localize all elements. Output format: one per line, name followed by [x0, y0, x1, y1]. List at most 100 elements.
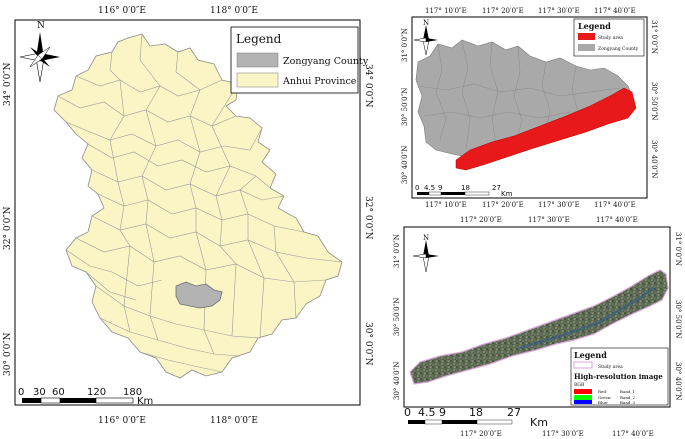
scale-label-a-3: 120	[87, 387, 106, 398]
legend-title-c: Legend	[574, 350, 607, 360]
legend-rgb-c: RGB	[574, 382, 585, 388]
a-left-tick-0: 34° 0′0″N	[3, 62, 13, 106]
c-right-tick-1: 30° 50′0″N	[674, 300, 682, 338]
scale-label-c-2: 9	[439, 406, 446, 419]
b-top-tick-3: 117° 40′0″E	[594, 7, 636, 15]
anhui-province-shape	[53, 33, 343, 379]
b-right-tick-0: 31° 0′0″N	[650, 20, 658, 54]
a-bottom-tick-1: 118° 0′0″E	[210, 416, 258, 426]
county-boundaries	[57, 33, 343, 373]
legend-swatch-red	[574, 389, 592, 394]
north-label-a: N	[37, 21, 45, 31]
c-left-tick-1: 30° 50′0″N	[393, 298, 401, 336]
panel-zongyang-map: N Legend Study area Zongyang County 0 4.…	[401, 7, 658, 209]
scale-bar-c: 0 4.5 9 18 27 Km	[404, 406, 548, 429]
legend-title-a: Legend	[236, 32, 282, 46]
legend-green-band: Band_2	[620, 395, 635, 400]
legend-blue-band: Band_3	[620, 400, 635, 405]
c-top-tick-0: 117° 20′0″E	[460, 216, 502, 224]
north-arrow-a: N	[19, 21, 60, 83]
scale-unit-c: Km	[530, 416, 548, 429]
scale-bar-b: 0 4.5 9 18 27 Km	[415, 184, 513, 198]
c-bottom-tick-0: 117° 20′0″E	[460, 430, 502, 438]
scale-label-b-4: 27	[492, 184, 501, 192]
zongyang-county-shape	[175, 281, 223, 309]
a-right-tick-1: 32° 0′0″N	[363, 196, 373, 240]
legend-label-study-area-c: Study area	[598, 364, 623, 370]
c-right-tick-2: 30° 40′0″N	[674, 362, 682, 400]
legend-swatch-zongyang	[236, 52, 279, 68]
legend-swatch-anhui	[236, 72, 279, 88]
a-top-tick-1: 118° 0′0″E	[210, 6, 258, 16]
legend-red-band: Band_1	[620, 389, 635, 394]
north-arrow-c: N	[412, 234, 439, 273]
b-top-tick-0: 117° 10′0″E	[425, 7, 467, 15]
legend-blue-channel: Blue:	[598, 400, 609, 405]
c-right-tick-0: 31° 0′0″N	[674, 232, 682, 266]
b-right-tick-1: 30° 50′0″N	[650, 82, 658, 120]
legend-swatch-study-area-c	[573, 361, 593, 369]
scale-label-c-0: 0	[404, 406, 411, 419]
b-left-tick-0: 31° 0′0″N	[401, 28, 409, 62]
legend-red-channel: Red:	[598, 389, 607, 394]
scale-label-a-0: 0	[18, 387, 24, 398]
b-bottom-tick-0: 117° 10′0″E	[425, 201, 467, 209]
a-right-tick-0: 34° 0′0″N	[363, 64, 373, 108]
a-left-tick-2: 30° 0′0″N	[3, 332, 13, 376]
scale-label-b-3: 18	[461, 184, 470, 192]
scale-label-b-0: 0	[415, 184, 419, 192]
scale-label-b-2: 9	[438, 184, 442, 192]
north-label-b: N	[423, 19, 429, 27]
scale-unit-a: Km	[137, 396, 153, 407]
b-top-tick-2: 117° 30′0″E	[538, 7, 580, 15]
b-right-tick-2: 30° 40′0″N	[650, 140, 658, 178]
b-bottom-tick-3: 117° 40′0″E	[594, 201, 636, 209]
c-bottom-tick-2: 117° 40′0″E	[612, 430, 654, 438]
scale-bar-a: 0 30 60 120 180 Km	[18, 387, 153, 407]
a-bottom-tick-0: 116° 0′0″E	[98, 416, 146, 426]
legend-a: Legend Zongyang County Anhui Province	[230, 26, 369, 94]
legend-label-study-area: Study area	[598, 35, 623, 41]
legend-title-b: Legend	[578, 21, 611, 31]
scale-label-c-3: 18	[469, 406, 483, 419]
legend-swatch-county-b	[578, 44, 595, 51]
scale-label-c-4: 27	[507, 406, 521, 419]
legend-subtitle-c: High-resolution image	[574, 372, 663, 381]
c-bottom-tick-1: 117° 30′0″E	[542, 430, 584, 438]
township-boundaries	[417, 39, 621, 151]
north-arrow-b: N	[413, 19, 438, 56]
legend-label-anhui: Anhui Province	[282, 76, 357, 87]
scale-label-a-1: 30	[33, 387, 46, 398]
b-left-tick-1: 30° 50′0″N	[401, 88, 409, 126]
a-left-tick-1: 32° 0′0″N	[3, 206, 13, 250]
scale-unit-b: Km	[501, 190, 513, 198]
legend-swatch-study-area	[578, 33, 595, 40]
legend-label-zongyang: Zongyang County	[283, 56, 369, 67]
study-area-region	[455, 87, 637, 171]
river-channel	[519, 286, 655, 350]
b-left-tick-2: 30° 40′0″N	[401, 146, 409, 184]
study-area-image	[409, 269, 669, 385]
c-top-tick-2: 117° 40′0″E	[596, 216, 638, 224]
legend-label-county-b: Zongyang County	[598, 46, 639, 52]
c-top-tick-1: 117° 30′0″E	[528, 216, 570, 224]
a-right-tick-2: 30° 0′0″N	[363, 322, 373, 366]
b-bottom-tick-2: 117° 30′0″E	[538, 201, 580, 209]
panel-anhui-map: N Legend Zongyang County Anhui Province …	[3, 6, 373, 426]
b-bottom-tick-1: 117° 20′0″E	[482, 201, 524, 209]
a-top-tick-0: 116° 0′0″E	[98, 6, 146, 16]
scale-label-a-4: 180	[123, 387, 142, 398]
scale-label-b-1: 4.5	[424, 184, 435, 192]
legend-b: Legend Study area Zongyang County	[573, 18, 645, 57]
scale-label-c-1: 4.5	[418, 406, 436, 419]
legend-green-channel: Green:	[598, 395, 612, 400]
panel-high-resolution-image: N Legend Study area High-resolution imag…	[393, 216, 682, 438]
legend-c: Legend Study area High-resolution image …	[570, 347, 669, 406]
c-left-tick-2: 30° 40′0″N	[393, 362, 401, 400]
legend-swatch-blue	[574, 400, 592, 404]
c-left-tick-0: 31° 0′0″N	[393, 234, 401, 268]
b-top-tick-1: 117° 20′0″E	[482, 7, 524, 15]
scale-label-a-2: 60	[52, 387, 65, 398]
legend-swatch-green	[574, 395, 592, 400]
north-label-c: N	[423, 234, 429, 242]
